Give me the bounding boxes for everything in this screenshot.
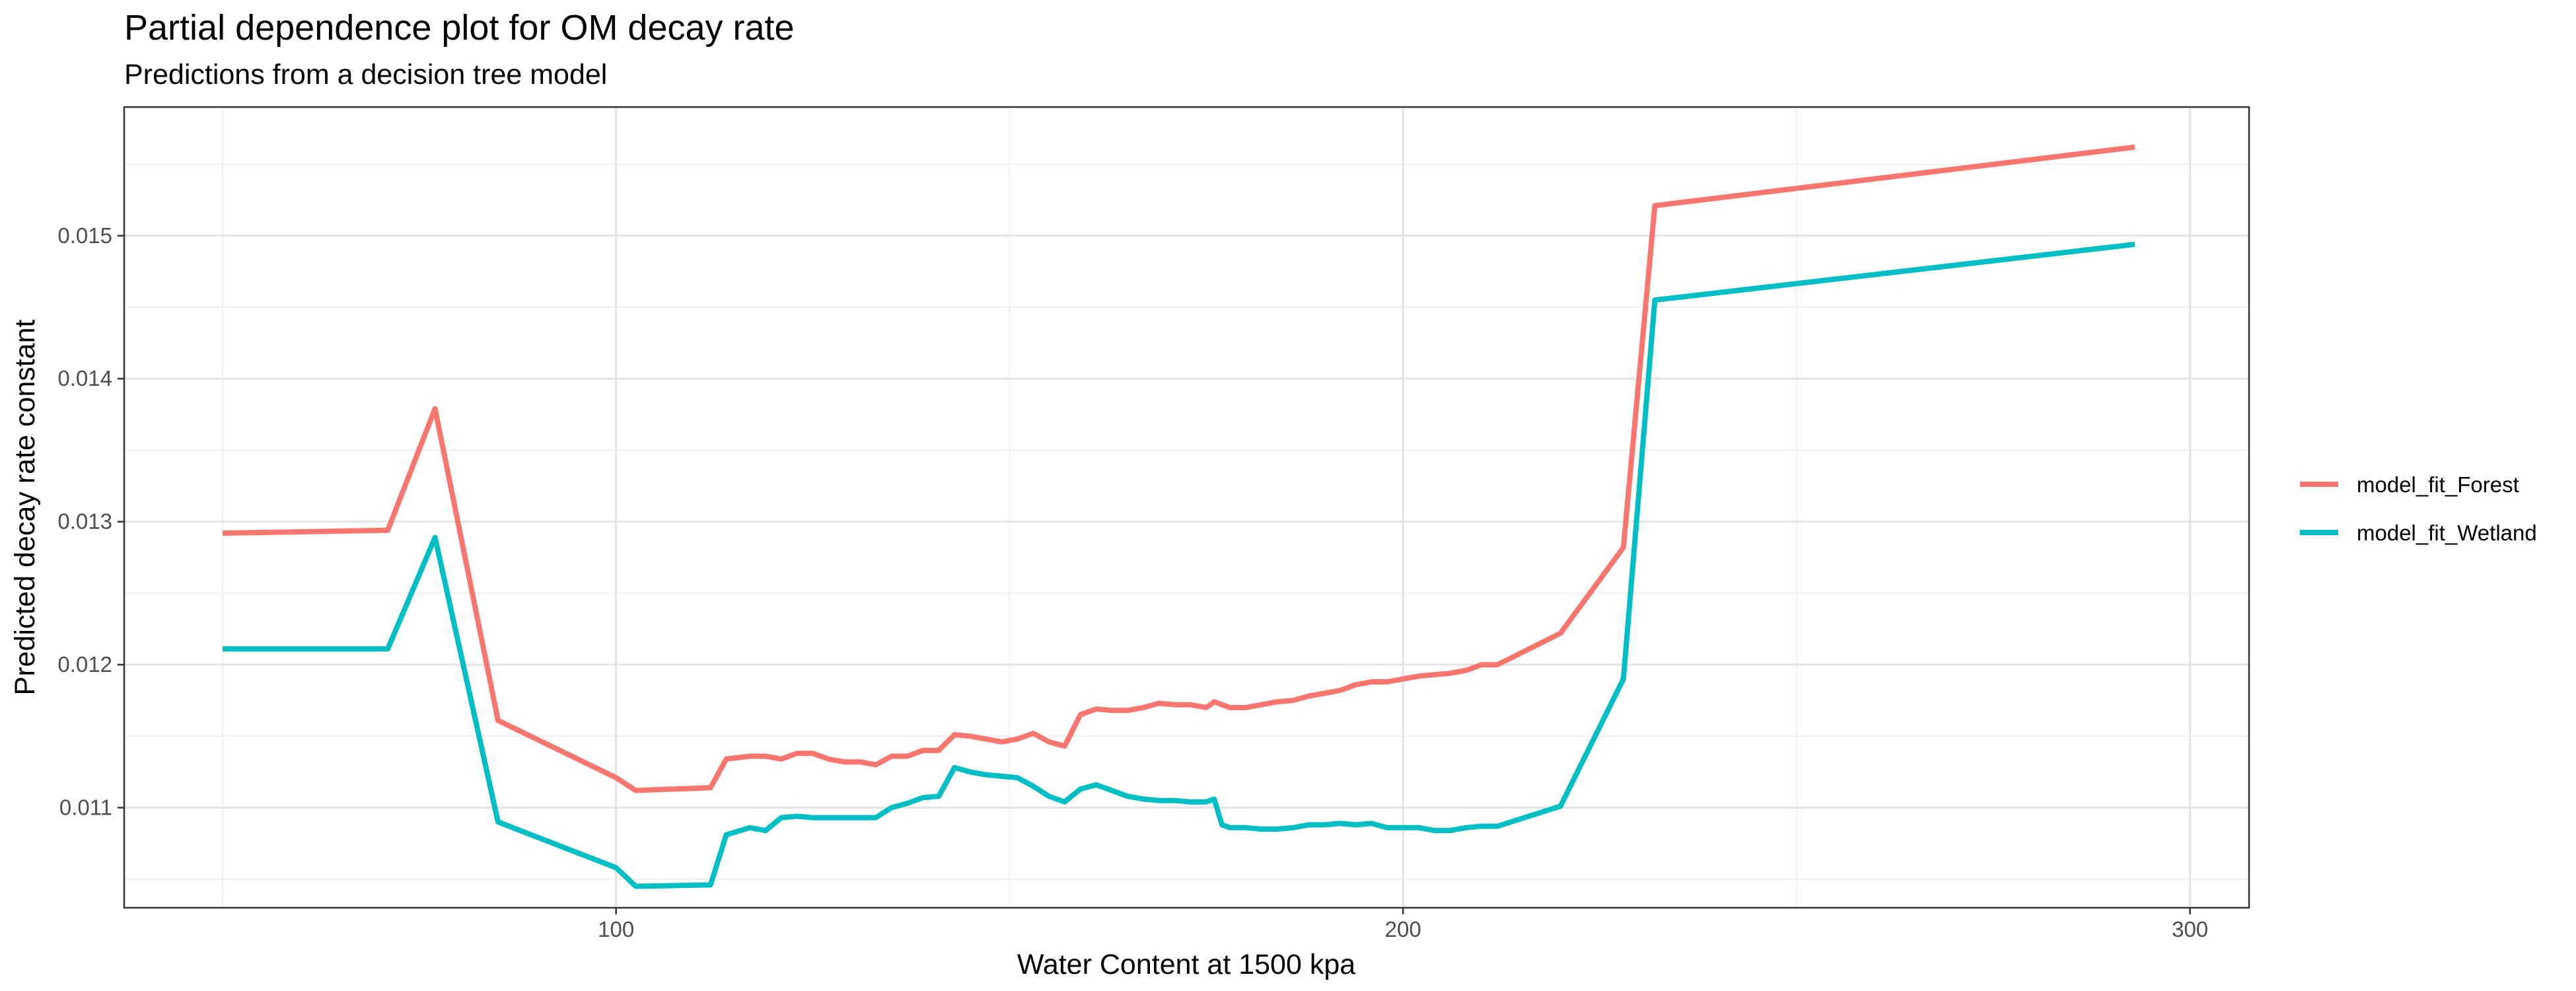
chart-subtitle: Predictions from a decision tree model bbox=[124, 59, 607, 91]
y-axis-ticks: 0.011 0.012 0.013 0.014 0.015 bbox=[57, 223, 124, 820]
series-line-1 bbox=[222, 144, 2135, 793]
y-tick-label: 0.014 bbox=[57, 366, 112, 390]
series-line-2 bbox=[222, 241, 2135, 889]
y-tick-label: 0.015 bbox=[57, 223, 112, 248]
plot-border bbox=[123, 106, 2250, 909]
y-tick-label: 0.013 bbox=[57, 509, 112, 534]
y-axis-title: Predicted decay rate constant bbox=[9, 320, 41, 696]
legend-label-2: model_fit_Wetland bbox=[2357, 521, 2537, 545]
x-axis-ticks: 100 200 300 bbox=[598, 908, 2208, 941]
series-lines bbox=[222, 144, 2135, 889]
plot-panel bbox=[124, 107, 2249, 908]
gridlines bbox=[124, 107, 2249, 908]
x-tick-label: 300 bbox=[2172, 917, 2208, 941]
x-tick-label: 200 bbox=[1385, 917, 1421, 941]
chart-title: Partial dependence plot for OM decay rat… bbox=[124, 8, 795, 48]
y-tick-label: 0.012 bbox=[57, 652, 112, 677]
y-tick-label: 0.011 bbox=[59, 795, 112, 820]
legend-label-1: model_fit_Forest bbox=[2357, 472, 2519, 497]
x-tick-label: 100 bbox=[598, 917, 634, 941]
legend: model_fit_Forest model_fit_Wetland bbox=[2300, 472, 2537, 545]
x-axis-title: Water Content at 1500 kpa bbox=[1017, 949, 1355, 980]
